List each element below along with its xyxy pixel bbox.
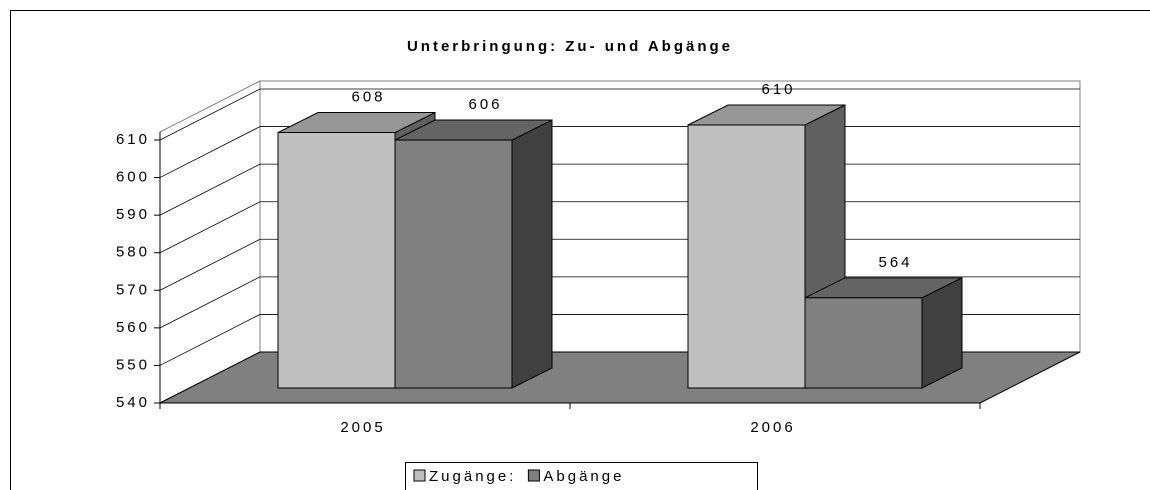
y-tick-label: 610 [116, 131, 150, 148]
legend-label: Abgänge [543, 468, 624, 485]
bar [687, 124, 806, 389]
x-tick-label: 2006 [750, 419, 795, 436]
legend-swatch [413, 469, 426, 482]
legend-label: Zugänge: [429, 468, 516, 485]
value-label: 610 [761, 81, 795, 98]
x-tick-label: 2005 [340, 419, 385, 436]
legend-swatch [527, 469, 540, 482]
bar [277, 132, 396, 389]
bar-side [511, 119, 553, 389]
legend-box [405, 462, 758, 490]
y-tick-label: 560 [116, 319, 150, 336]
y-tick-label: 590 [116, 206, 150, 223]
y-tick-label: 580 [116, 244, 150, 261]
value-label: 606 [468, 96, 502, 113]
grid-line [159, 88, 1080, 141]
y-tick-label: 570 [116, 281, 150, 298]
side-wall [159, 80, 261, 404]
value-label: 564 [878, 254, 912, 271]
value-label: 608 [351, 88, 385, 105]
y-tick-label: 540 [116, 394, 150, 411]
y-tick-label: 550 [116, 356, 150, 373]
y-tick-label: 600 [116, 169, 150, 186]
bar [394, 139, 513, 389]
chart-title: Unterbringung: Zu- und Abgänge [407, 38, 733, 55]
bar [804, 297, 923, 389]
